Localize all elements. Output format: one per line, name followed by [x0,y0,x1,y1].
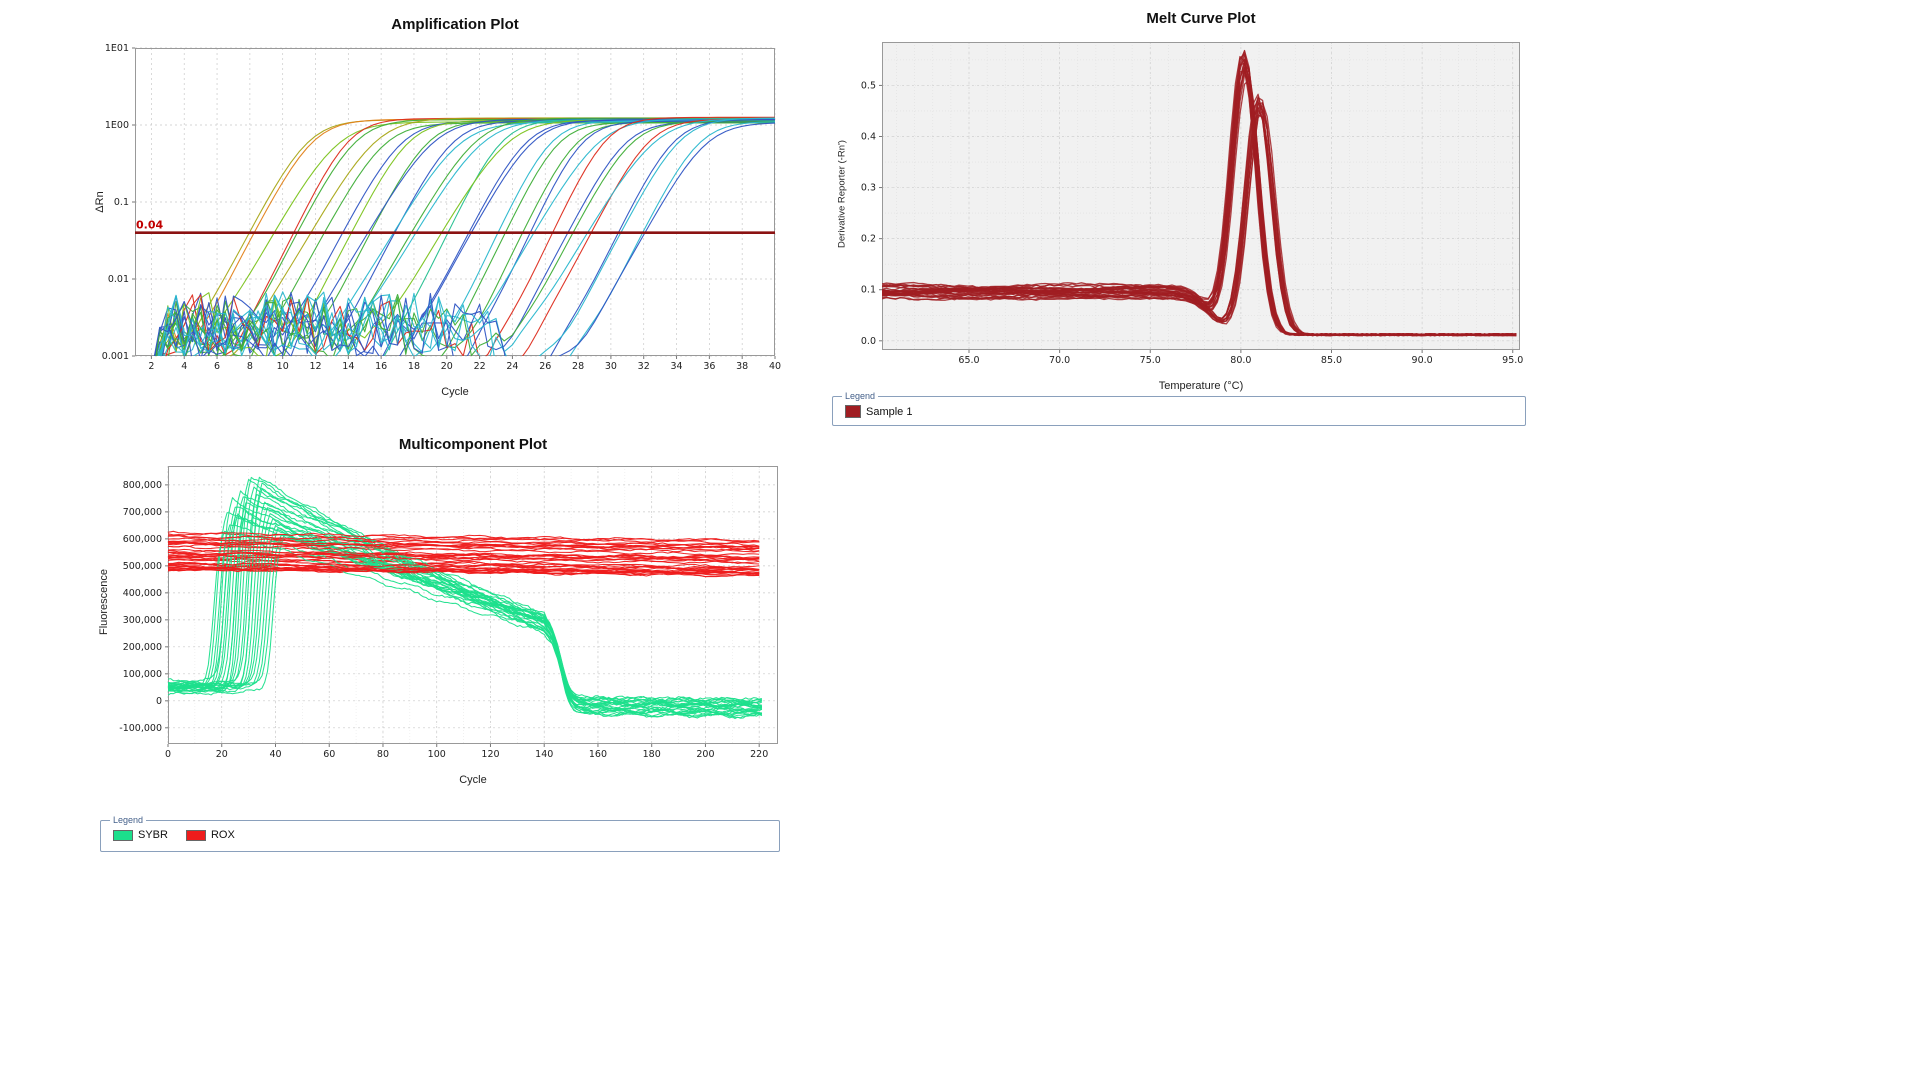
multicomponent-plot-canvas [90,460,790,770]
multicomponent-x-axis-label: Cycle [459,774,487,786]
multicomponent-legend-box: Legend SYBR ROX [100,814,780,852]
melt-curve-plot-title: Melt Curve Plot [1146,10,1256,27]
legend-item-sample1: Sample 1 [845,405,912,418]
amplification-x-axis-label: Cycle [441,386,469,398]
melt-x-axis-label: Temperature (°C) [1158,380,1244,392]
amplification-plot-canvas [90,42,790,382]
melt-legend-box-title: Legend [842,390,879,402]
melt-curve-plot-canvas [830,36,1530,376]
amplification-plot-section: Amplification Plot ΔRn Cycle [90,8,790,418]
multicomponent-legend-box-title: Legend [110,814,147,826]
melt-curve-plot-section: Melt Curve Plot Derivative Reporter (-Rn… [830,4,1530,444]
multicomponent-plot-title: Multicomponent Plot [398,436,548,453]
sybr-color-swatch [113,829,133,841]
sample1-color-swatch [845,405,861,418]
amplification-plot-title: Amplification Plot [391,16,519,33]
legend-item-rox: ROX [185,829,235,841]
sybr-label: SYBR [138,829,168,841]
rox-label: ROX [210,829,235,841]
sample1-label: Sample 1 [866,405,913,418]
multicomponent-plot-section: Multicomponent Plot Fluorescence Cycle [90,430,790,810]
legend-item-sybr: SYBR [113,829,168,841]
rox-color-swatch [185,829,206,841]
melt-legend-box: Legend Sample 1 [832,390,1526,426]
